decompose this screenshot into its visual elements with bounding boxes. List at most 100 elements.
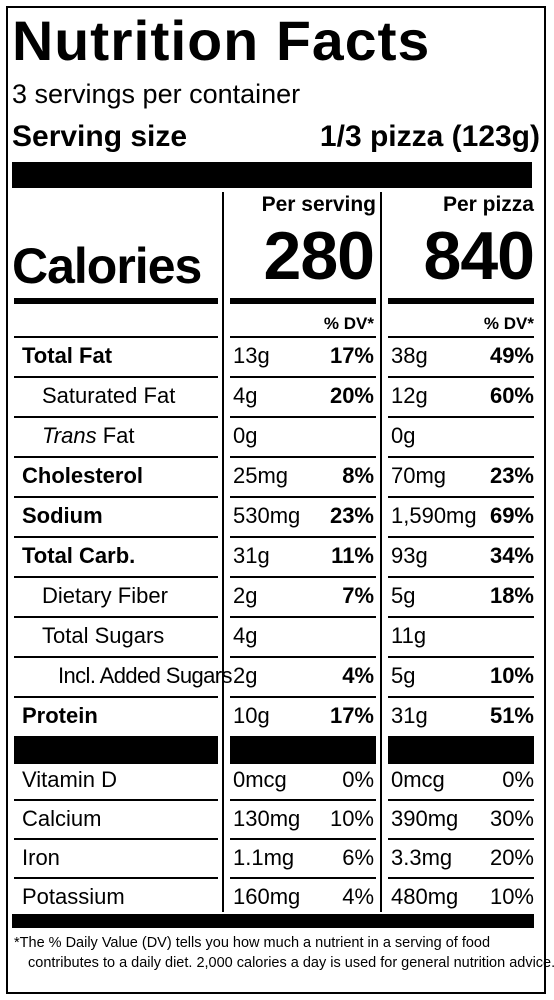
dv-per-serving: 4% bbox=[342, 663, 374, 688]
row-divider bbox=[14, 696, 218, 698]
amount-per-serving: 160mg bbox=[233, 884, 301, 909]
row-divider bbox=[14, 877, 218, 879]
amount-per-pizza: 70mg bbox=[391, 463, 447, 488]
row-divider bbox=[388, 576, 534, 578]
serving-size-label: Serving size bbox=[12, 120, 188, 153]
row-divider bbox=[14, 656, 218, 658]
dv-per-pizza: 0% bbox=[502, 767, 534, 792]
amount-per-serving: 4g bbox=[233, 623, 258, 648]
nutrient-name-rest: Fat bbox=[96, 423, 135, 448]
row-divider bbox=[14, 376, 218, 378]
row-divider bbox=[230, 696, 376, 698]
dv-per-serving: 4% bbox=[342, 884, 374, 909]
amount-per-pizza: 5g bbox=[391, 663, 416, 688]
per-serving-header: Per serving bbox=[261, 193, 376, 216]
column-divider-2 bbox=[380, 192, 382, 912]
vitamin-section-bar-serving bbox=[230, 736, 376, 764]
amount-per-pizza: 11g bbox=[391, 623, 427, 648]
nutrient-name-italic: Trans bbox=[42, 423, 97, 448]
row-divider bbox=[14, 760, 218, 762]
row-divider bbox=[230, 616, 376, 618]
column-divider-1 bbox=[222, 192, 224, 912]
dv-per-serving: 7% bbox=[342, 583, 374, 608]
row-divider bbox=[230, 877, 376, 879]
row-divider bbox=[388, 799, 534, 801]
row-divider bbox=[388, 760, 534, 762]
row-divider bbox=[14, 576, 218, 578]
dv-per-pizza: 49% bbox=[489, 343, 534, 368]
row-divider bbox=[14, 416, 218, 418]
dv-per-pizza: 23% bbox=[489, 463, 534, 488]
dv-per-pizza: 10% bbox=[489, 884, 534, 909]
nutrient-name: Dietary Fiber bbox=[42, 583, 168, 608]
nutrient-name: Total Sugars bbox=[42, 623, 165, 648]
amount-per-pizza: 12g bbox=[391, 383, 428, 408]
amount-per-serving: 2g bbox=[233, 663, 258, 688]
amount-per-pizza: 1,590mg bbox=[391, 503, 477, 528]
amount-per-pizza: 390mg bbox=[391, 806, 459, 831]
amount-per-pizza: 3.3mg bbox=[391, 845, 453, 870]
row-divider bbox=[14, 456, 218, 458]
nutrient-name: Vitamin D bbox=[22, 767, 117, 792]
row-divider bbox=[388, 336, 534, 338]
row-divider bbox=[230, 376, 376, 378]
dv-per-serving: 0% bbox=[342, 767, 374, 792]
nutrient-name: Total Fat bbox=[22, 343, 113, 368]
nutrient-name: Calcium bbox=[22, 806, 102, 831]
row-divider bbox=[388, 838, 534, 840]
row-divider bbox=[388, 416, 534, 418]
thick-divider bbox=[12, 162, 532, 188]
vitamin-section-bar bbox=[14, 736, 218, 764]
dv-per-serving: 11% bbox=[331, 543, 374, 568]
dv-per-serving: 6% bbox=[342, 845, 374, 870]
servings-per-container: 3 servings per container bbox=[12, 79, 301, 109]
row-divider bbox=[14, 838, 218, 840]
dv-per-pizza: 69% bbox=[489, 503, 534, 528]
amount-per-serving: 2g bbox=[233, 583, 258, 608]
calories-per-serving: 280 bbox=[263, 218, 375, 294]
footnote-divider bbox=[12, 914, 534, 928]
row-divider bbox=[230, 536, 376, 538]
row-divider bbox=[230, 760, 376, 762]
row-divider bbox=[14, 536, 218, 538]
amount-per-pizza: 31g bbox=[391, 703, 428, 728]
amount-per-serving: 130mg bbox=[233, 806, 301, 831]
dv-per-serving: 20% bbox=[329, 383, 374, 408]
nutrient-name: Iron bbox=[22, 845, 60, 870]
dv-per-serving: 10% bbox=[329, 806, 374, 831]
nutrient-name: Protein bbox=[22, 703, 98, 728]
vitamin-section-bar-pizza bbox=[388, 736, 534, 764]
amount-per-pizza: 0mcg bbox=[391, 767, 445, 792]
row-divider bbox=[230, 838, 376, 840]
row-divider bbox=[388, 376, 534, 378]
amount-per-serving: 0g bbox=[233, 423, 258, 448]
row-divider bbox=[388, 696, 534, 698]
amount-per-pizza: 480mg bbox=[391, 884, 459, 909]
dv-per-pizza: 10% bbox=[489, 663, 534, 688]
amount-per-pizza: 5g bbox=[391, 583, 416, 608]
dv-per-pizza: 30% bbox=[489, 806, 534, 831]
row-divider bbox=[230, 576, 376, 578]
row-divider bbox=[230, 656, 376, 658]
amount-per-pizza: 93g bbox=[391, 543, 428, 568]
row-divider bbox=[388, 616, 534, 618]
dv-per-serving: 17% bbox=[329, 343, 374, 368]
nutrient-name: Sodium bbox=[22, 503, 103, 528]
nutrient-name: Potassium bbox=[22, 884, 125, 909]
nutrient-name: Incl. Added Sugars bbox=[58, 663, 232, 688]
dv-per-pizza: 60% bbox=[489, 383, 534, 408]
row-divider bbox=[388, 536, 534, 538]
amount-per-serving: 31g bbox=[233, 543, 270, 568]
amount-per-serving: 0mcg bbox=[233, 767, 287, 792]
row-divider bbox=[14, 336, 218, 338]
amount-per-serving: 530mg bbox=[233, 503, 301, 528]
row-divider bbox=[388, 496, 534, 498]
row-divider bbox=[388, 656, 534, 658]
nutrient-name: Trans Fat bbox=[42, 416, 135, 456]
dv-per-pizza: 51% bbox=[489, 703, 534, 728]
row-divider bbox=[230, 799, 376, 801]
dv-header-pizza: % DV* bbox=[483, 314, 534, 333]
calories-rule-pizza bbox=[388, 298, 534, 304]
row-divider bbox=[14, 616, 218, 618]
row-divider bbox=[230, 416, 376, 418]
